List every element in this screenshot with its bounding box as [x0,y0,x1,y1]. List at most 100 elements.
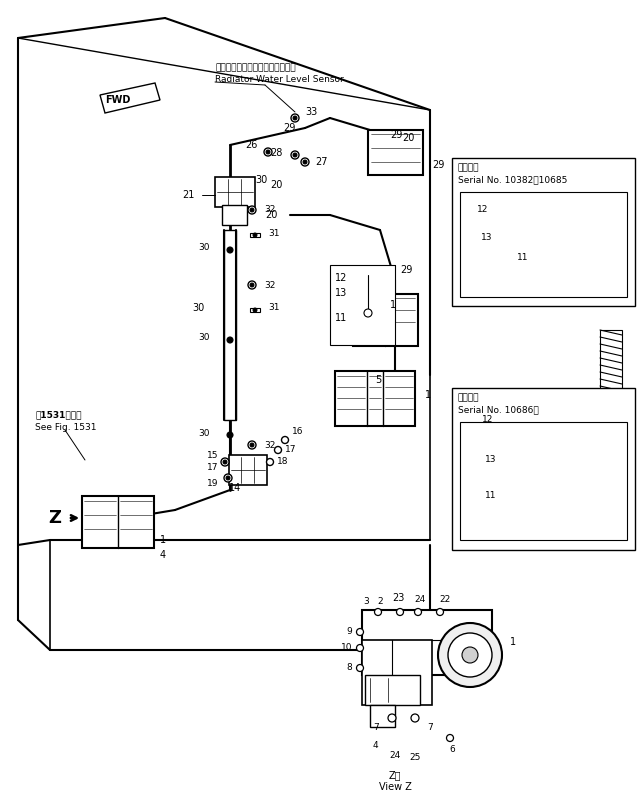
Text: 13: 13 [335,288,347,298]
Text: Radiator Water Level Sensor: Radiator Water Level Sensor [215,75,344,85]
Text: 17: 17 [285,445,297,454]
Bar [362,610,492,675]
Bar [362,640,432,705]
Text: 24: 24 [414,595,426,604]
Circle shape [250,443,254,447]
Circle shape [474,456,482,464]
Text: 11: 11 [517,254,528,263]
Text: 11: 11 [485,490,496,499]
Circle shape [281,436,288,444]
Circle shape [303,160,307,164]
Text: 7: 7 [373,723,379,733]
Circle shape [357,664,364,671]
Circle shape [227,432,233,438]
Bar [222,205,247,225]
Circle shape [224,474,232,482]
Text: 32: 32 [264,280,276,289]
Circle shape [267,458,274,465]
Bar [600,330,622,405]
Bar [250,233,260,237]
Text: 14: 14 [229,483,241,493]
Circle shape [274,447,281,453]
Bar [452,158,635,306]
Circle shape [357,645,364,651]
Circle shape [357,629,364,636]
Bar [353,294,418,346]
Text: 31: 31 [268,304,279,313]
Text: Z: Z [48,509,61,527]
Text: 21: 21 [182,190,195,200]
Circle shape [227,337,233,343]
Text: 30: 30 [193,303,205,313]
Text: 8: 8 [346,663,352,672]
Circle shape [248,281,256,289]
Text: 図1531図参照: 図1531図参照 [35,410,82,419]
Circle shape [396,608,403,616]
Text: 6: 6 [449,746,455,755]
Bar [224,230,236,420]
Text: ラジエータウォータレベルセンサ: ラジエータウォータレベルセンサ [215,64,295,73]
Circle shape [364,309,372,317]
Text: 4: 4 [372,740,378,750]
Bar [215,177,255,207]
Circle shape [250,208,254,212]
Text: 30: 30 [198,428,210,437]
Text: 18: 18 [277,457,288,466]
Text: 1: 1 [510,637,516,647]
Circle shape [226,476,230,480]
Circle shape [471,441,479,449]
Circle shape [291,114,299,122]
Text: 25: 25 [410,754,420,763]
Text: 12: 12 [482,415,493,424]
Text: View Z: View Z [378,782,412,792]
Text: 12: 12 [335,273,347,283]
Circle shape [491,241,509,259]
Circle shape [250,283,254,287]
Text: 7: 7 [427,723,433,733]
Text: 適用号機: 適用号機 [458,163,480,172]
Circle shape [266,150,270,154]
Bar [370,705,395,727]
Text: 29: 29 [432,160,445,170]
Text: 20: 20 [265,210,278,220]
Bar [505,475,560,513]
Bar [368,130,423,175]
Text: 13: 13 [485,456,496,465]
Text: 5: 5 [375,375,382,385]
Text: FWD: FWD [105,95,131,105]
Text: 11: 11 [335,313,347,323]
Circle shape [411,714,419,722]
Text: 20: 20 [270,180,283,190]
Text: Serial No. 10686～: Serial No. 10686～ [458,406,538,415]
Circle shape [462,647,478,663]
Bar [229,455,267,485]
Circle shape [447,734,454,742]
Text: 16: 16 [292,427,304,436]
Circle shape [301,158,309,166]
Circle shape [253,233,257,237]
Circle shape [468,233,478,243]
Text: 33: 33 [305,107,317,117]
Circle shape [415,608,422,616]
Text: 4: 4 [160,550,166,560]
Bar [330,265,395,345]
Text: 29: 29 [390,130,403,140]
Circle shape [293,153,297,157]
Text: 32: 32 [264,205,276,214]
Text: 9: 9 [346,628,352,637]
Circle shape [375,608,382,616]
Bar [452,388,635,550]
Text: 30: 30 [198,243,210,252]
Text: 29: 29 [400,265,412,275]
Text: 32: 32 [264,440,276,449]
Text: 28: 28 [271,148,283,158]
Circle shape [293,116,297,120]
Text: 1: 1 [160,535,166,545]
Text: 10: 10 [341,643,352,653]
Text: 22: 22 [440,595,450,604]
Bar [82,496,154,548]
Text: 20: 20 [403,133,415,143]
Text: See Fig. 1531: See Fig. 1531 [35,423,96,431]
Text: 適用号機: 適用号機 [458,393,480,402]
Text: 17: 17 [207,464,218,473]
